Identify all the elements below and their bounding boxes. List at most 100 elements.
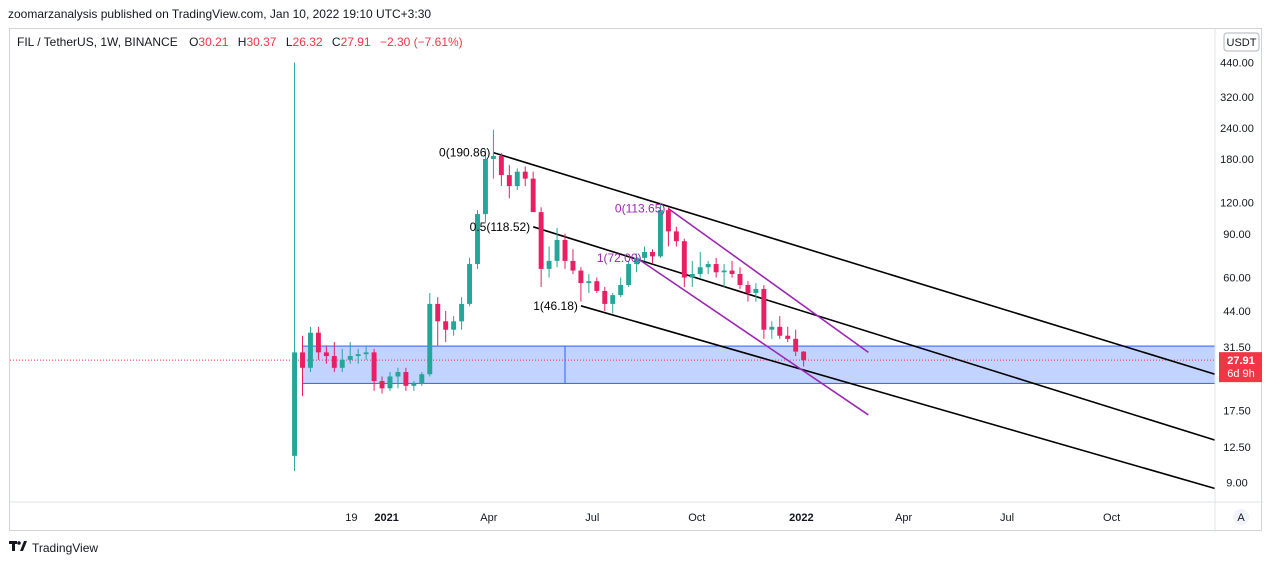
close-value: 27.91 <box>341 35 371 49</box>
last-price-value: 27.91 <box>1227 355 1255 367</box>
candle-body <box>673 231 679 242</box>
y-tick-label: 12.50 <box>1223 442 1251 454</box>
candle-body <box>451 321 457 330</box>
candle <box>642 246 648 261</box>
fib-annotation: 0(113.65) <box>615 202 665 216</box>
candle <box>514 168 520 191</box>
candle-body <box>737 274 743 285</box>
candle <box>427 292 433 377</box>
candle <box>689 260 695 287</box>
candle-body <box>490 156 496 159</box>
candle <box>673 226 679 247</box>
fib-annotation: 0.5(118.52) <box>470 220 531 234</box>
candle <box>443 311 449 343</box>
candlestick-chart[interactable]: 0(190.86) 0.5(118.52) 1(46.18) 0(113.65) 1(7… <box>10 29 1263 532</box>
candle-body <box>594 281 600 291</box>
candle <box>697 252 703 278</box>
y-tick-label: 9.00 <box>1226 477 1247 489</box>
x-tick-label: Oct <box>688 512 705 524</box>
candle-body <box>427 303 433 375</box>
candle <box>387 372 393 391</box>
candle <box>801 351 807 367</box>
candle <box>347 342 353 364</box>
candle-body <box>355 354 361 357</box>
high-label: H <box>238 35 247 49</box>
candle-body <box>363 352 369 355</box>
y-tick-label: 60.00 <box>1223 273 1251 285</box>
annotation-layer: 0(190.86) 0.5(118.52) 1(46.18) 0(113.65) 1(7… <box>439 146 665 313</box>
low-value: 26.32 <box>293 35 323 49</box>
candle-body <box>761 288 767 330</box>
candle-body <box>395 372 401 377</box>
candle <box>522 166 528 187</box>
candle-body <box>522 171 528 179</box>
candle <box>729 260 735 278</box>
candle-body <box>459 303 465 322</box>
candle <box>570 249 576 275</box>
candle-body <box>785 335 791 339</box>
candle <box>300 335 305 397</box>
candle <box>546 246 552 278</box>
candle <box>292 62 298 471</box>
candle <box>650 249 655 265</box>
currency-badge[interactable]: USDT <box>1223 32 1260 52</box>
candle <box>713 257 719 278</box>
y-tick-label: 180.00 <box>1220 154 1254 166</box>
fib-annotation: 1(72.00) <box>597 251 642 265</box>
candle-body <box>530 178 536 213</box>
x-tick-label: 2022 <box>789 512 813 524</box>
candle-body <box>554 239 560 261</box>
y-tick-label: 440.00 <box>1220 57 1254 69</box>
candle <box>769 321 775 339</box>
x-tick-label: 19 <box>345 512 357 524</box>
candle-body <box>546 260 552 269</box>
footer[interactable]: TradingView <box>9 540 98 555</box>
candle <box>506 165 512 199</box>
candle-body <box>331 356 337 368</box>
candle-body <box>506 175 512 187</box>
candle <box>745 281 751 302</box>
open-label: O <box>189 35 198 49</box>
candle-body <box>475 214 480 265</box>
candle <box>634 253 640 273</box>
x-tick-label: Oct <box>1103 512 1120 524</box>
candle <box>379 376 385 394</box>
tradingview-brand[interactable]: TradingView <box>32 540 99 555</box>
candle <box>737 267 743 289</box>
candle-body <box>705 264 711 268</box>
close-label: C <box>332 35 341 49</box>
bar-countdown: 6d 9h <box>1227 368 1255 380</box>
candle-body <box>347 356 353 360</box>
y-tick-label: 90.00 <box>1223 229 1251 241</box>
candle-body <box>753 288 759 293</box>
candle-body <box>379 381 385 389</box>
candle <box>403 367 409 391</box>
candle-body <box>665 210 671 232</box>
candle-body <box>626 264 632 285</box>
candle <box>482 150 488 223</box>
candle-body <box>793 338 799 352</box>
candle <box>785 326 791 343</box>
candle <box>331 342 337 373</box>
candle-body <box>300 352 305 368</box>
candle-body <box>403 372 409 386</box>
candle <box>578 267 584 302</box>
candle <box>307 326 313 373</box>
candle <box>610 292 616 314</box>
candle-body <box>729 270 735 275</box>
axes-layer: 440.00 320.00 240.00 180.00 120.00 90.00 60.00… <box>10 29 1263 532</box>
candle <box>777 316 783 339</box>
candle-body <box>657 210 663 257</box>
chart-frame[interactable]: 0(190.86) 0.5(118.52) 1(46.18) 0(113.65) 1(7… <box>9 28 1263 532</box>
candle-body <box>514 171 520 187</box>
candle-body <box>387 376 393 389</box>
candle <box>761 284 767 339</box>
candle <box>371 348 377 391</box>
support-zone-box <box>302 345 1216 384</box>
auto-scale-button[interactable]: A <box>1233 509 1249 525</box>
candle-body <box>634 257 640 265</box>
x-tick-label: Apr <box>480 512 497 524</box>
candle <box>435 297 441 346</box>
candle-body <box>610 295 616 304</box>
candle-body <box>562 239 568 261</box>
